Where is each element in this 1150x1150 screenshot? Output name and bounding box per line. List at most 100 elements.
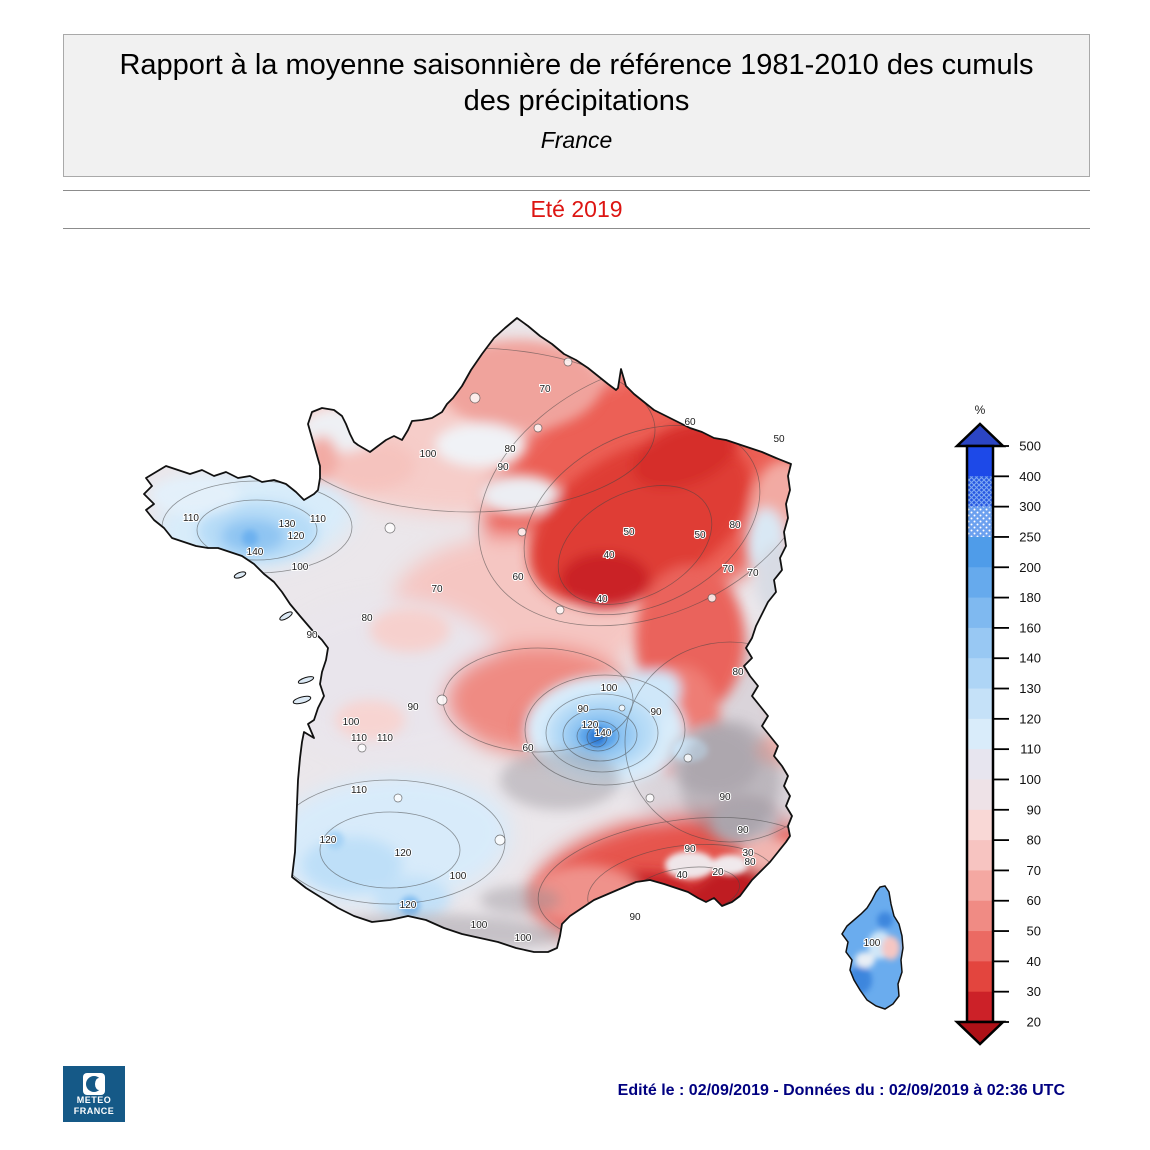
legend-tick-label: 180	[1019, 590, 1041, 605]
contour-value-label: 100	[450, 871, 467, 882]
contour-value-label: 40	[596, 594, 608, 605]
contour-value-label: 100	[864, 938, 881, 949]
region-subtitle: France	[540, 127, 613, 153]
contour-value-label: 90	[650, 707, 662, 718]
contour-value-label: 50	[694, 530, 706, 541]
legend-tick-label: 80	[1027, 833, 1041, 848]
contour-value-label: 90	[306, 630, 318, 641]
contour-value-label: 70	[747, 568, 759, 579]
page-title: Rapport à la moyenne saisonnière de réfé…	[64, 47, 1089, 119]
legend-tick-label: 120	[1019, 711, 1041, 726]
contour-value-label: 80	[729, 520, 741, 531]
legend-tick-label: 250	[1019, 529, 1041, 544]
contour-value-label: 70	[539, 384, 551, 395]
legend-tick-label: 200	[1019, 560, 1041, 575]
corsica-outline	[841, 885, 904, 1010]
contour-value-label: 70	[722, 564, 734, 575]
legend-tick-label: 300	[1019, 499, 1041, 514]
legend-tick-label: 90	[1027, 802, 1041, 817]
contour-value-label: 120	[320, 835, 337, 846]
contour-value-label: 50	[623, 527, 635, 538]
legend-segment-90-100	[967, 779, 993, 811]
legend-tick-label: 500	[1019, 439, 1041, 454]
legend-segment-60-70	[967, 870, 993, 902]
small-islands	[233, 571, 315, 705]
legend-unit-label: %	[975, 403, 986, 417]
contour-labels: 70 100 90 80 60 50 50 50 40 40 60 70 80 90 80 70 70 110 13…	[182, 383, 882, 950]
legend-overflow-top-arrow	[953, 422, 1007, 448]
contour-value-label: 100	[343, 717, 360, 728]
season-band: Eté 2019	[63, 191, 1090, 227]
contour-value-label: 110	[351, 733, 367, 744]
edition-credit: Edité le : 02/09/2019 - Données du : 02/…	[617, 1082, 1065, 1099]
legend-tick-label: 160	[1019, 620, 1041, 635]
contour-value-label: 20	[712, 867, 724, 878]
legend-tick-label: 30	[1027, 984, 1041, 999]
contour-rings	[161, 347, 792, 948]
legend-tick-label: 140	[1019, 651, 1041, 666]
contour-value-label: 80	[744, 857, 756, 868]
legend-segment-200-250	[967, 536, 993, 568]
legend-segment-160-180	[967, 597, 993, 629]
legend-segment-30-40	[967, 961, 993, 993]
contour-value-label: 120	[582, 720, 599, 731]
contour-value-label: 90	[497, 462, 509, 473]
legend-tick-label: 130	[1019, 681, 1041, 696]
divider-line-bottom	[63, 228, 1090, 229]
contour-value-label: 80	[361, 613, 373, 624]
legend-segment-130-140	[967, 658, 993, 690]
legend-segment-400-500	[967, 446, 993, 477]
contour-value-label: 140	[595, 728, 612, 739]
season-label: Eté 2019	[530, 195, 623, 222]
legend-tick-label: 60	[1027, 893, 1041, 908]
contour-value-label: 40	[676, 870, 688, 881]
contour-value-label: 90	[629, 912, 641, 923]
contour-value-label: 110	[351, 785, 367, 796]
contour-value-label: 40	[603, 550, 615, 561]
legend-tick-label: 400	[1019, 469, 1041, 484]
contour-value-label: 50	[773, 434, 785, 445]
legend-segment-50-60	[967, 900, 993, 932]
relief-stipple	[320, 720, 780, 948]
logo-text-line1: METEO	[76, 1095, 112, 1105]
legend-ticks: 500 400 300 250 200 180 160 140 130 120 110 100 90 80…	[993, 439, 1041, 1030]
contour-value-label: 90	[684, 844, 696, 855]
france-precipitation-map: 70 100 90 80 60 50 50 50 40 40 60 70 80 90 80 70 70 110 13…	[143, 317, 904, 1010]
contour-value-label: 100	[292, 562, 309, 573]
legend-segment-100-110	[967, 749, 993, 780]
legend-tick-label: 70	[1027, 863, 1041, 878]
contour-value-label: 100	[601, 683, 618, 694]
field-cores	[150, 340, 792, 925]
contour-value-label: 60	[684, 417, 696, 428]
meteo-france-logo-icon	[83, 1073, 105, 1095]
legend-segment-80-90	[967, 809, 993, 841]
field-washes	[155, 345, 792, 948]
contour-value-label: 120	[400, 900, 417, 911]
contour-value-label: 100	[515, 933, 532, 944]
legend-segment-120-130	[967, 688, 993, 720]
contour-value-label: 140	[247, 547, 264, 558]
contour-value-label: 90	[577, 704, 589, 715]
meteo-france-logo: METEO FRANCE	[63, 1066, 125, 1122]
logo-text-line2: FRANCE	[73, 1106, 115, 1116]
legend-segment-110-120	[967, 718, 993, 750]
color-scale-legend: % 500 400 300 250 200 180 160 140 130 120 110 100 90…	[953, 403, 1041, 1046]
title-line-1: Rapport à la moyenne saisonnière de réfé…	[119, 49, 1034, 81]
contour-island-spots	[357, 357, 717, 846]
legend-overflow-bottom-arrow	[953, 1020, 1007, 1046]
contour-value-label: 90	[737, 825, 749, 836]
contour-value-label: 110	[310, 514, 326, 525]
legend-tick-label: 20	[1027, 1015, 1041, 1030]
legend-segment-250-300	[967, 506, 993, 538]
title-line-2: des précipitations	[463, 85, 690, 117]
title-box: Rapport à la moyenne saisonnière de réfé…	[63, 34, 1090, 177]
contour-value-label: 90	[719, 792, 731, 803]
contour-value-label: 30	[742, 848, 754, 859]
contour-value-label: 80	[504, 444, 516, 455]
legend-segment-40-50	[967, 931, 993, 962]
divider-line-top	[63, 190, 1090, 191]
contour-value-label: 80	[732, 667, 744, 678]
contour-value-label: 70	[431, 584, 443, 595]
legend-tick-label: 40	[1027, 954, 1041, 969]
